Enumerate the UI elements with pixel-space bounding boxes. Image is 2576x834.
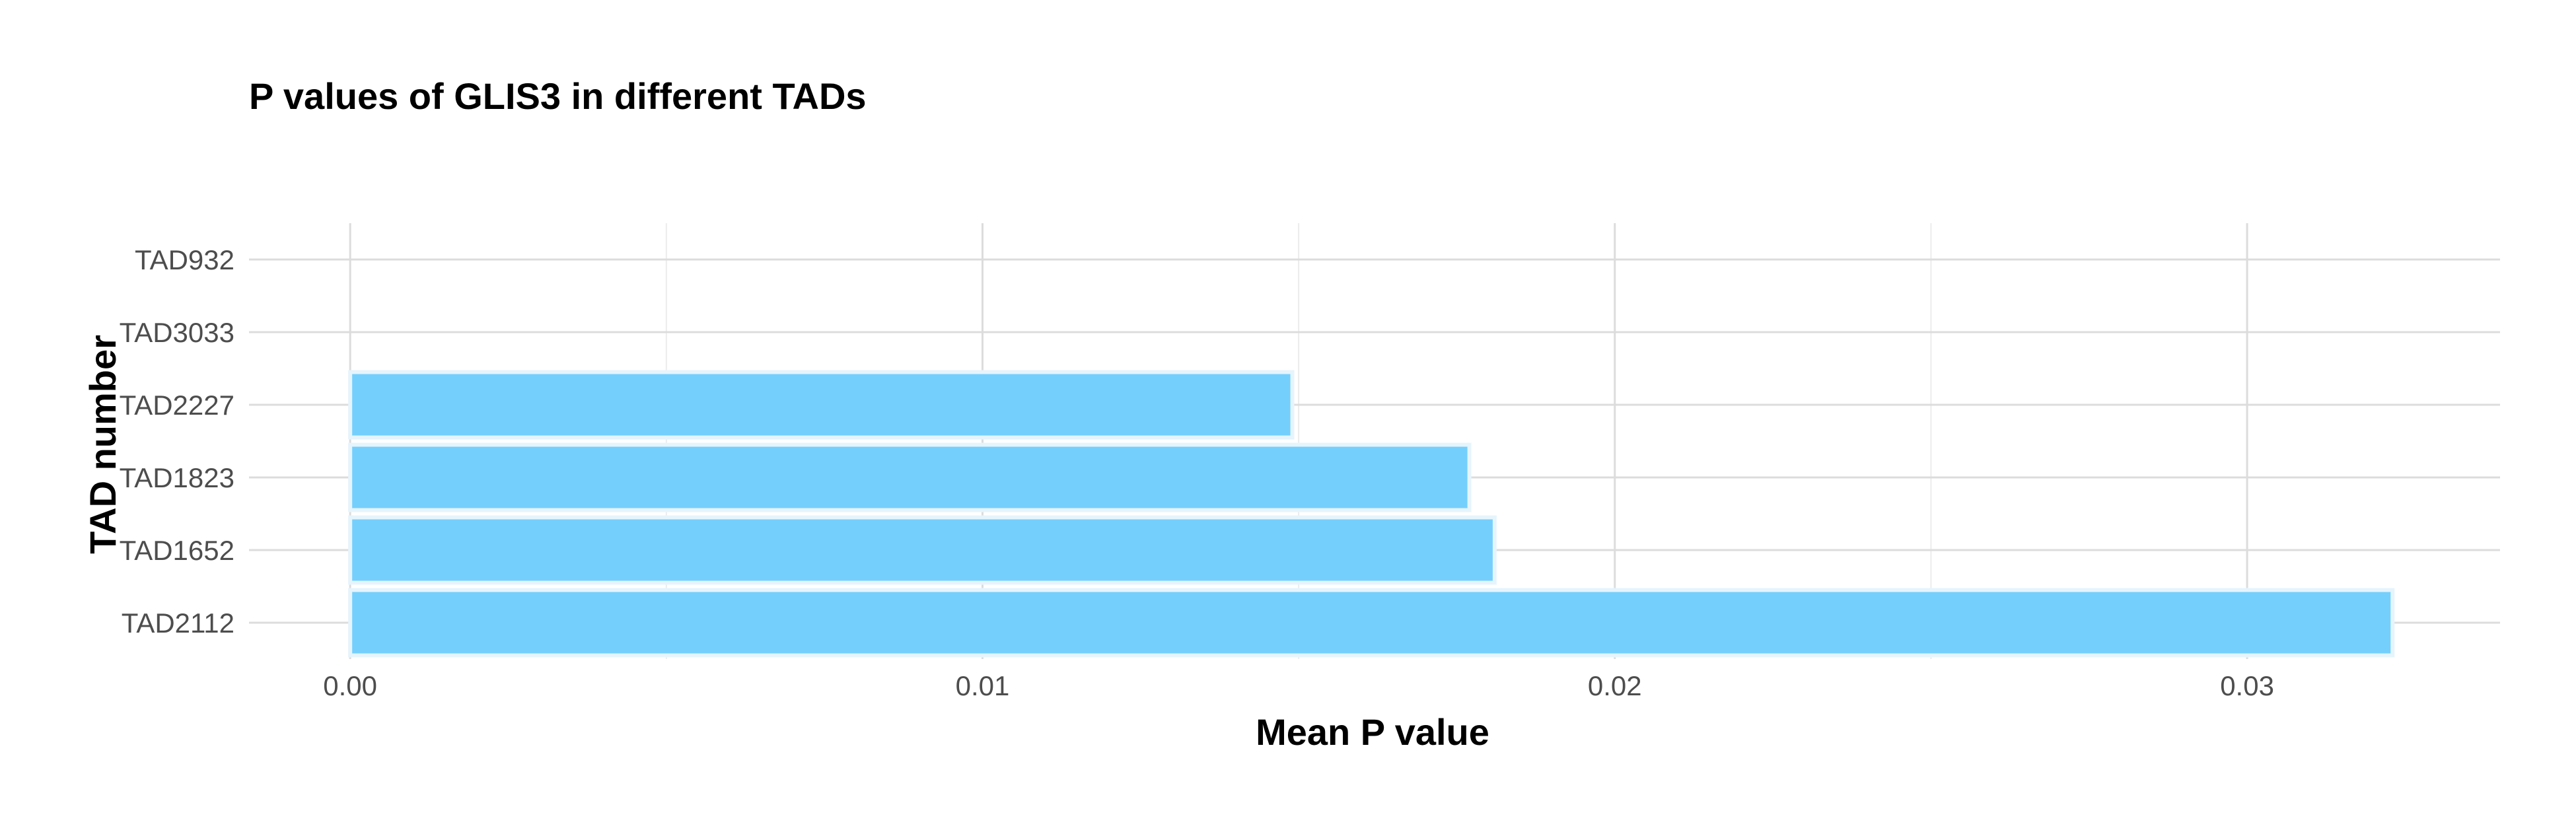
bar-tad1823 <box>348 442 1472 512</box>
y-tick-label: TAD2227 <box>120 390 234 421</box>
x-tick-label: 0.00 <box>323 670 377 701</box>
bar-tad1652 <box>348 515 1497 585</box>
y-tick-label: TAD932 <box>135 244 234 275</box>
y-tick-label: TAD2112 <box>122 608 234 639</box>
y-tick-label: TAD1652 <box>120 535 234 566</box>
bar-tad2112 <box>348 588 2395 658</box>
chart-title: P values of GLIS3 in different TADs <box>249 75 867 117</box>
y-tick-label: TAD3033 <box>120 317 234 348</box>
y-axis-ticks: TAD2112 TAD1652 TAD1823 TAD2227 TAD3033 TAD93… <box>120 244 234 639</box>
bar-tad2227 <box>348 370 1295 440</box>
y-axis-title: TAD number <box>82 335 124 554</box>
y-tick-label: TAD1823 <box>120 462 234 493</box>
x-tick-label: 0.03 <box>2220 670 2274 701</box>
x-axis-ticks: 0.00 0.01 0.02 0.03 <box>323 670 2274 701</box>
x-tick-label: 0.01 <box>956 670 1010 701</box>
bars <box>348 370 2395 658</box>
x-axis-title: Mean P value <box>1256 711 1489 753</box>
x-tick-label: 0.02 <box>1588 670 1642 701</box>
